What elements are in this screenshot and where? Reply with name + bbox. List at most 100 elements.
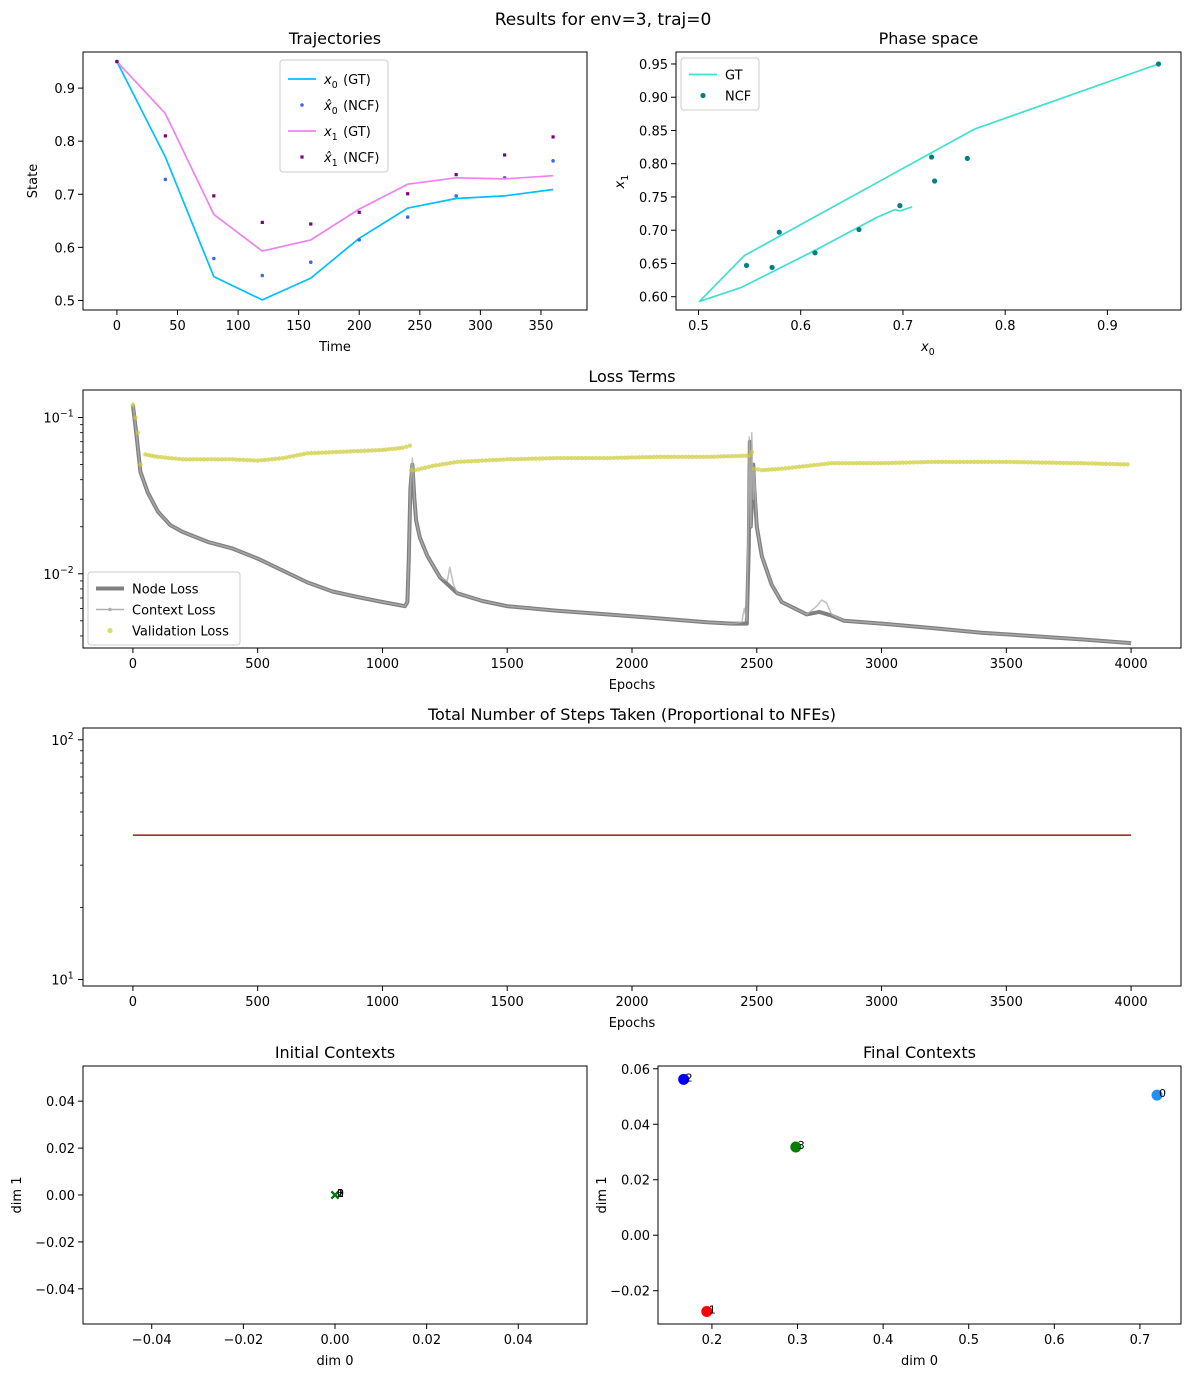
series-point — [260, 220, 264, 225]
series-point — [979, 459, 984, 465]
chart-title: Initial Contexts — [275, 1043, 395, 1062]
series-point — [255, 458, 260, 463]
y-tick-label: −0.02 — [35, 1236, 75, 1251]
series-point — [1125, 462, 1130, 467]
context-point — [678, 1073, 690, 1085]
series-point — [465, 459, 471, 464]
y-tick-label: 0.95 — [639, 58, 668, 73]
x-tick-label: 0.7 — [1130, 1333, 1151, 1348]
y-tick-label: −0.02 — [610, 1285, 650, 1300]
series-point — [269, 456, 275, 462]
legend-box — [279, 59, 389, 173]
series-point — [1114, 461, 1120, 467]
x-tick-label: 250 — [407, 319, 432, 334]
series-point — [551, 159, 555, 163]
series-point — [654, 454, 660, 460]
series-point — [954, 459, 959, 465]
series-point — [565, 455, 571, 461]
series-point — [779, 466, 784, 471]
series-point — [1107, 461, 1112, 467]
series-point — [932, 178, 938, 184]
legend-swatch — [300, 103, 304, 107]
y-tick-label: 0.04 — [621, 1118, 650, 1133]
x-tick-label: 1000 — [366, 995, 399, 1010]
series-point — [1018, 459, 1023, 465]
series-point — [972, 459, 977, 465]
series-point — [494, 457, 499, 463]
legend-label: x1 (GT) — [323, 125, 371, 143]
series-point — [326, 450, 332, 455]
series-point — [964, 459, 970, 465]
series-point — [469, 458, 474, 464]
series-point — [454, 173, 458, 177]
series-point — [330, 449, 335, 455]
series-point — [861, 461, 866, 466]
series-point — [715, 454, 720, 459]
x-tick-label: 1500 — [491, 995, 524, 1010]
y-tick-label: 0.65 — [639, 257, 668, 272]
y-tick-label: 0.06 — [621, 1063, 650, 1078]
legend-swatch — [107, 627, 113, 634]
series-point — [749, 449, 754, 455]
context-point — [330, 1190, 340, 1200]
x-tick-label: 0.00 — [321, 1333, 350, 1348]
series-point — [163, 177, 168, 182]
series-point — [847, 461, 852, 466]
y-tick-label: 0.02 — [46, 1142, 75, 1157]
series-point — [266, 457, 271, 462]
legend-label: x̂0 (NCF) — [323, 99, 380, 117]
series-point — [316, 450, 321, 456]
y-axis-label: x1 — [613, 174, 631, 190]
axes-frame — [657, 1065, 1182, 1325]
series-point — [298, 452, 303, 457]
legend-swatch — [700, 92, 706, 99]
series-point — [818, 462, 824, 467]
series-point — [822, 461, 827, 467]
chart-traj: Trajectories 0 50 100 150 200 250 300 350 0.5 0.6 0… — [26, 29, 588, 355]
y-tick-label: 0.85 — [639, 124, 668, 139]
series-point — [547, 456, 553, 461]
series-point — [922, 459, 927, 465]
series-point — [811, 462, 817, 468]
chart-title: Trajectories — [288, 29, 381, 48]
series-point — [276, 456, 282, 461]
x-tick-label: 0.9 — [1097, 319, 1118, 334]
series-point — [669, 454, 674, 460]
y-axis-label: dim 1 — [10, 1177, 25, 1214]
series-point — [950, 459, 956, 465]
series-point — [351, 449, 357, 454]
series-point — [440, 461, 446, 467]
series-point — [900, 460, 906, 465]
series-point — [772, 467, 778, 472]
series-point — [672, 454, 677, 460]
series-point — [886, 460, 891, 466]
series-point — [551, 455, 556, 461]
y-tick-label: 0.04 — [46, 1095, 75, 1110]
series-point — [569, 455, 574, 461]
series-point — [169, 456, 175, 461]
series-point — [205, 457, 210, 462]
series-point — [260, 273, 265, 278]
series-point — [237, 457, 243, 462]
series-point — [1014, 459, 1020, 465]
x-tick-label: 0.7 — [893, 319, 914, 334]
y-tick-label: −0.04 — [35, 1283, 75, 1298]
series-point — [996, 459, 1002, 465]
series-point — [312, 450, 317, 456]
series-point — [843, 461, 849, 466]
series-point — [993, 459, 998, 465]
series-point — [396, 445, 402, 451]
series-point — [769, 467, 774, 472]
series-point — [800, 464, 806, 469]
series-point — [1057, 460, 1062, 466]
plot-data — [130, 402, 1132, 646]
series-point — [1155, 61, 1162, 67]
series-point — [1032, 460, 1038, 465]
series-point — [626, 455, 631, 460]
legend-label: Context Loss — [132, 604, 216, 619]
y-tick-label: 10−1 — [43, 409, 75, 427]
series-point — [551, 135, 555, 139]
series-point — [287, 454, 292, 459]
series-point — [1096, 461, 1102, 466]
series-point — [679, 454, 685, 460]
